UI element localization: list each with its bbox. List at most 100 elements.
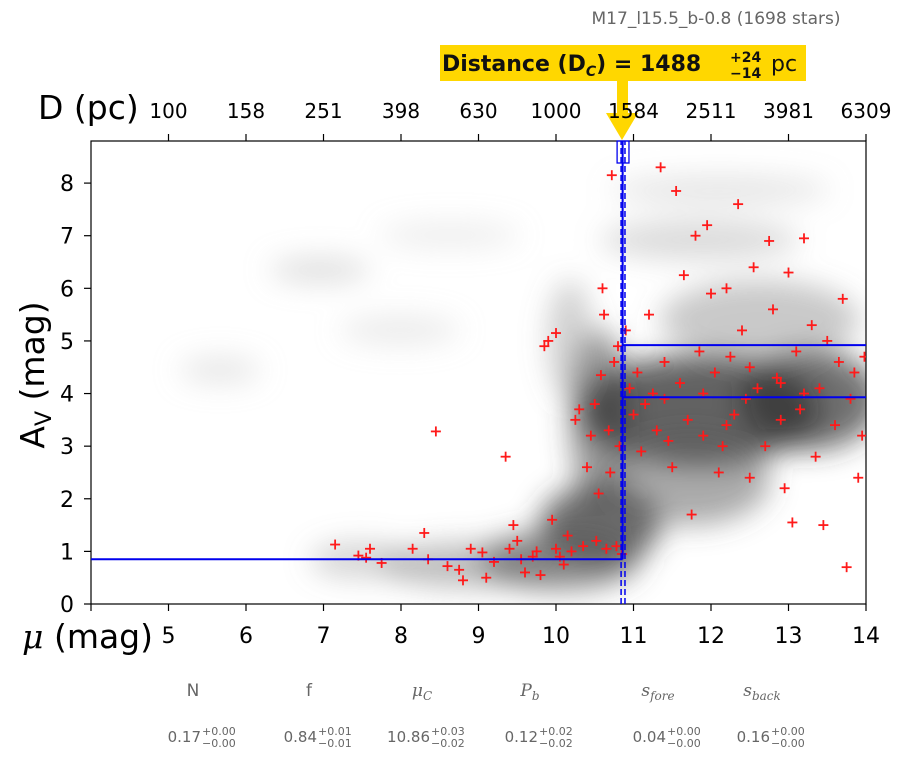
x-tick-label: 10	[542, 624, 570, 649]
star-marker	[651, 425, 662, 436]
cloud-marker-box	[616, 140, 630, 164]
x-tick-label: 5	[162, 624, 176, 649]
star-marker	[599, 309, 610, 320]
param-err-plus: +0.03	[431, 725, 465, 738]
star-marker	[721, 420, 732, 431]
star-marker	[562, 530, 573, 541]
top-tick-label: 158	[227, 99, 265, 123]
star-marker	[690, 230, 701, 241]
star-marker	[694, 346, 705, 357]
annotation-text: Distance (DC) = 1488	[442, 52, 701, 80]
star-marker	[609, 356, 620, 367]
annotation-unit: pc	[771, 52, 797, 77]
star-marker	[775, 378, 786, 389]
star-marker	[709, 367, 720, 378]
annotation-err-minus: −14	[730, 66, 761, 82]
star-marker	[481, 572, 492, 583]
chart-title: M17_l15.5_b-0.8 (1698 stars)	[592, 9, 841, 29]
star-marker	[733, 199, 744, 210]
param-err-plus: +0.01	[318, 725, 352, 738]
star-marker	[698, 430, 709, 441]
param-err-plus: +0.02	[539, 725, 573, 738]
param-err-minus: −0.02	[431, 737, 465, 750]
star-marker	[833, 356, 844, 367]
param-err-minus: −0.02	[539, 737, 573, 750]
x-tick-label: 12	[697, 624, 725, 649]
star-marker	[543, 335, 554, 346]
top-axis-label: D (pc)	[38, 88, 139, 127]
star-marker	[682, 414, 693, 425]
star-marker	[744, 362, 755, 373]
distance-annotation: Distance (DC) = 1488 +24 −14 pc	[440, 45, 806, 140]
star-marker	[551, 543, 561, 554]
star-marker	[593, 488, 604, 499]
param-name: Pb	[519, 681, 539, 703]
param-value: 0.12	[505, 728, 538, 746]
star-marker	[512, 535, 523, 546]
star-marker	[729, 409, 740, 420]
star-marker	[361, 552, 372, 563]
star-marker	[547, 514, 558, 525]
param-value: 0.84	[284, 728, 317, 746]
star-marker	[768, 304, 778, 315]
star-marker	[365, 543, 375, 554]
star-marker	[539, 341, 550, 352]
x-tick-label: 6	[239, 624, 253, 649]
param-err-plus: +0.00	[202, 725, 236, 738]
top-tick-label: 2511	[686, 99, 737, 123]
star-marker	[853, 472, 864, 483]
x-tick-label: 11	[620, 624, 648, 649]
star-marker	[667, 462, 678, 473]
star-marker	[659, 393, 670, 404]
star-marker	[671, 185, 682, 196]
y-tick-label: 1	[60, 540, 74, 565]
annotation-err-plus: +24	[730, 50, 761, 66]
x-tick-label: 13	[775, 624, 803, 649]
param-err-minus: −0.00	[771, 737, 805, 750]
star-marker	[430, 426, 441, 437]
top-tick-label: 630	[459, 99, 497, 123]
density-background	[180, 175, 866, 590]
star-marker	[818, 520, 829, 531]
star-marker	[582, 462, 592, 473]
star-marker	[551, 328, 561, 339]
model-lines	[91, 140, 866, 604]
param-err-minus: −0.00	[667, 737, 701, 750]
y-tick-label: 5	[60, 330, 74, 355]
top-tick-label: 100	[149, 99, 187, 123]
star-marker	[644, 309, 654, 320]
star-marker	[640, 399, 651, 410]
star-marker	[717, 441, 728, 452]
star-marker	[500, 451, 511, 462]
star-marker	[775, 414, 786, 425]
top-tick-label: 3981	[763, 99, 814, 123]
star-marker	[791, 346, 802, 357]
param-err-plus: +0.00	[667, 725, 701, 738]
star-marker	[845, 393, 856, 404]
star-marker	[585, 430, 596, 441]
star-marker	[678, 270, 689, 281]
y-axis-left: 0 1 2 3 4 5 6 7 8	[60, 172, 91, 618]
star-marker	[859, 351, 866, 362]
param-name: N	[187, 681, 200, 701]
y-tick-label: 4	[60, 383, 74, 408]
star-marker	[810, 451, 821, 462]
top-tick-label: 6309	[841, 99, 892, 123]
star-marker	[407, 543, 418, 554]
param-value: 0.17	[168, 728, 201, 746]
star-marker	[605, 467, 616, 478]
star-marker	[477, 547, 488, 558]
star-marker	[520, 567, 530, 578]
star-marker	[636, 446, 647, 457]
star-marker	[713, 467, 724, 478]
star-marker	[595, 370, 606, 381]
star-marker	[603, 425, 614, 436]
star-marker	[740, 393, 751, 404]
star-marker	[442, 561, 453, 572]
star-marker	[837, 293, 848, 304]
top-tick-label: 1584	[608, 99, 659, 123]
x-tick-label: 9	[472, 624, 486, 649]
star-marker	[721, 283, 732, 294]
